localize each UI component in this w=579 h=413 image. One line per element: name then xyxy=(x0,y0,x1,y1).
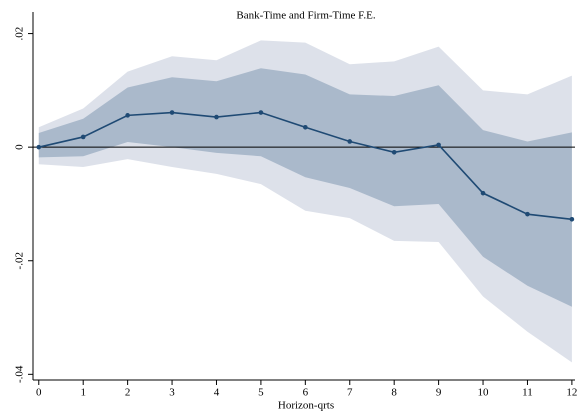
x-tick-label: 9 xyxy=(436,387,442,399)
point xyxy=(36,144,42,150)
point xyxy=(214,114,219,120)
chart-title: Bank-Time and Firm-Time F.E. xyxy=(236,10,375,22)
y-tick-label: .02 xyxy=(14,27,26,41)
point xyxy=(80,134,86,140)
point xyxy=(125,113,130,118)
point xyxy=(391,149,397,155)
x-tick-label: 8 xyxy=(391,387,397,399)
y-tick-label: -.02 xyxy=(14,252,26,269)
x-tick-label: 2 xyxy=(125,387,131,399)
x-tick-label: 0 xyxy=(36,387,42,399)
x-tick-label: 5 xyxy=(258,387,264,399)
point xyxy=(525,211,530,217)
x-tick-label: 3 xyxy=(169,387,175,399)
x-tick-label: 7 xyxy=(347,387,353,399)
y-tick-label: -.04 xyxy=(14,365,26,383)
point xyxy=(169,110,175,115)
point xyxy=(569,216,575,222)
point xyxy=(480,190,486,196)
x-tick-label: 10 xyxy=(478,387,490,399)
x-tick-label: 11 xyxy=(522,387,533,399)
x-tick-label: 1 xyxy=(80,387,86,399)
point xyxy=(303,124,308,130)
point xyxy=(258,110,264,115)
x-tick-label: 4 xyxy=(214,387,220,399)
confidence-band xyxy=(38,68,572,307)
x-tick-label: 6 xyxy=(303,387,309,399)
x-tick-label: 12 xyxy=(566,387,577,399)
point xyxy=(436,142,441,148)
x-axis-title: Horizon-qrts xyxy=(278,400,334,412)
y-tick-label: 0 xyxy=(14,144,26,150)
point xyxy=(347,139,353,144)
